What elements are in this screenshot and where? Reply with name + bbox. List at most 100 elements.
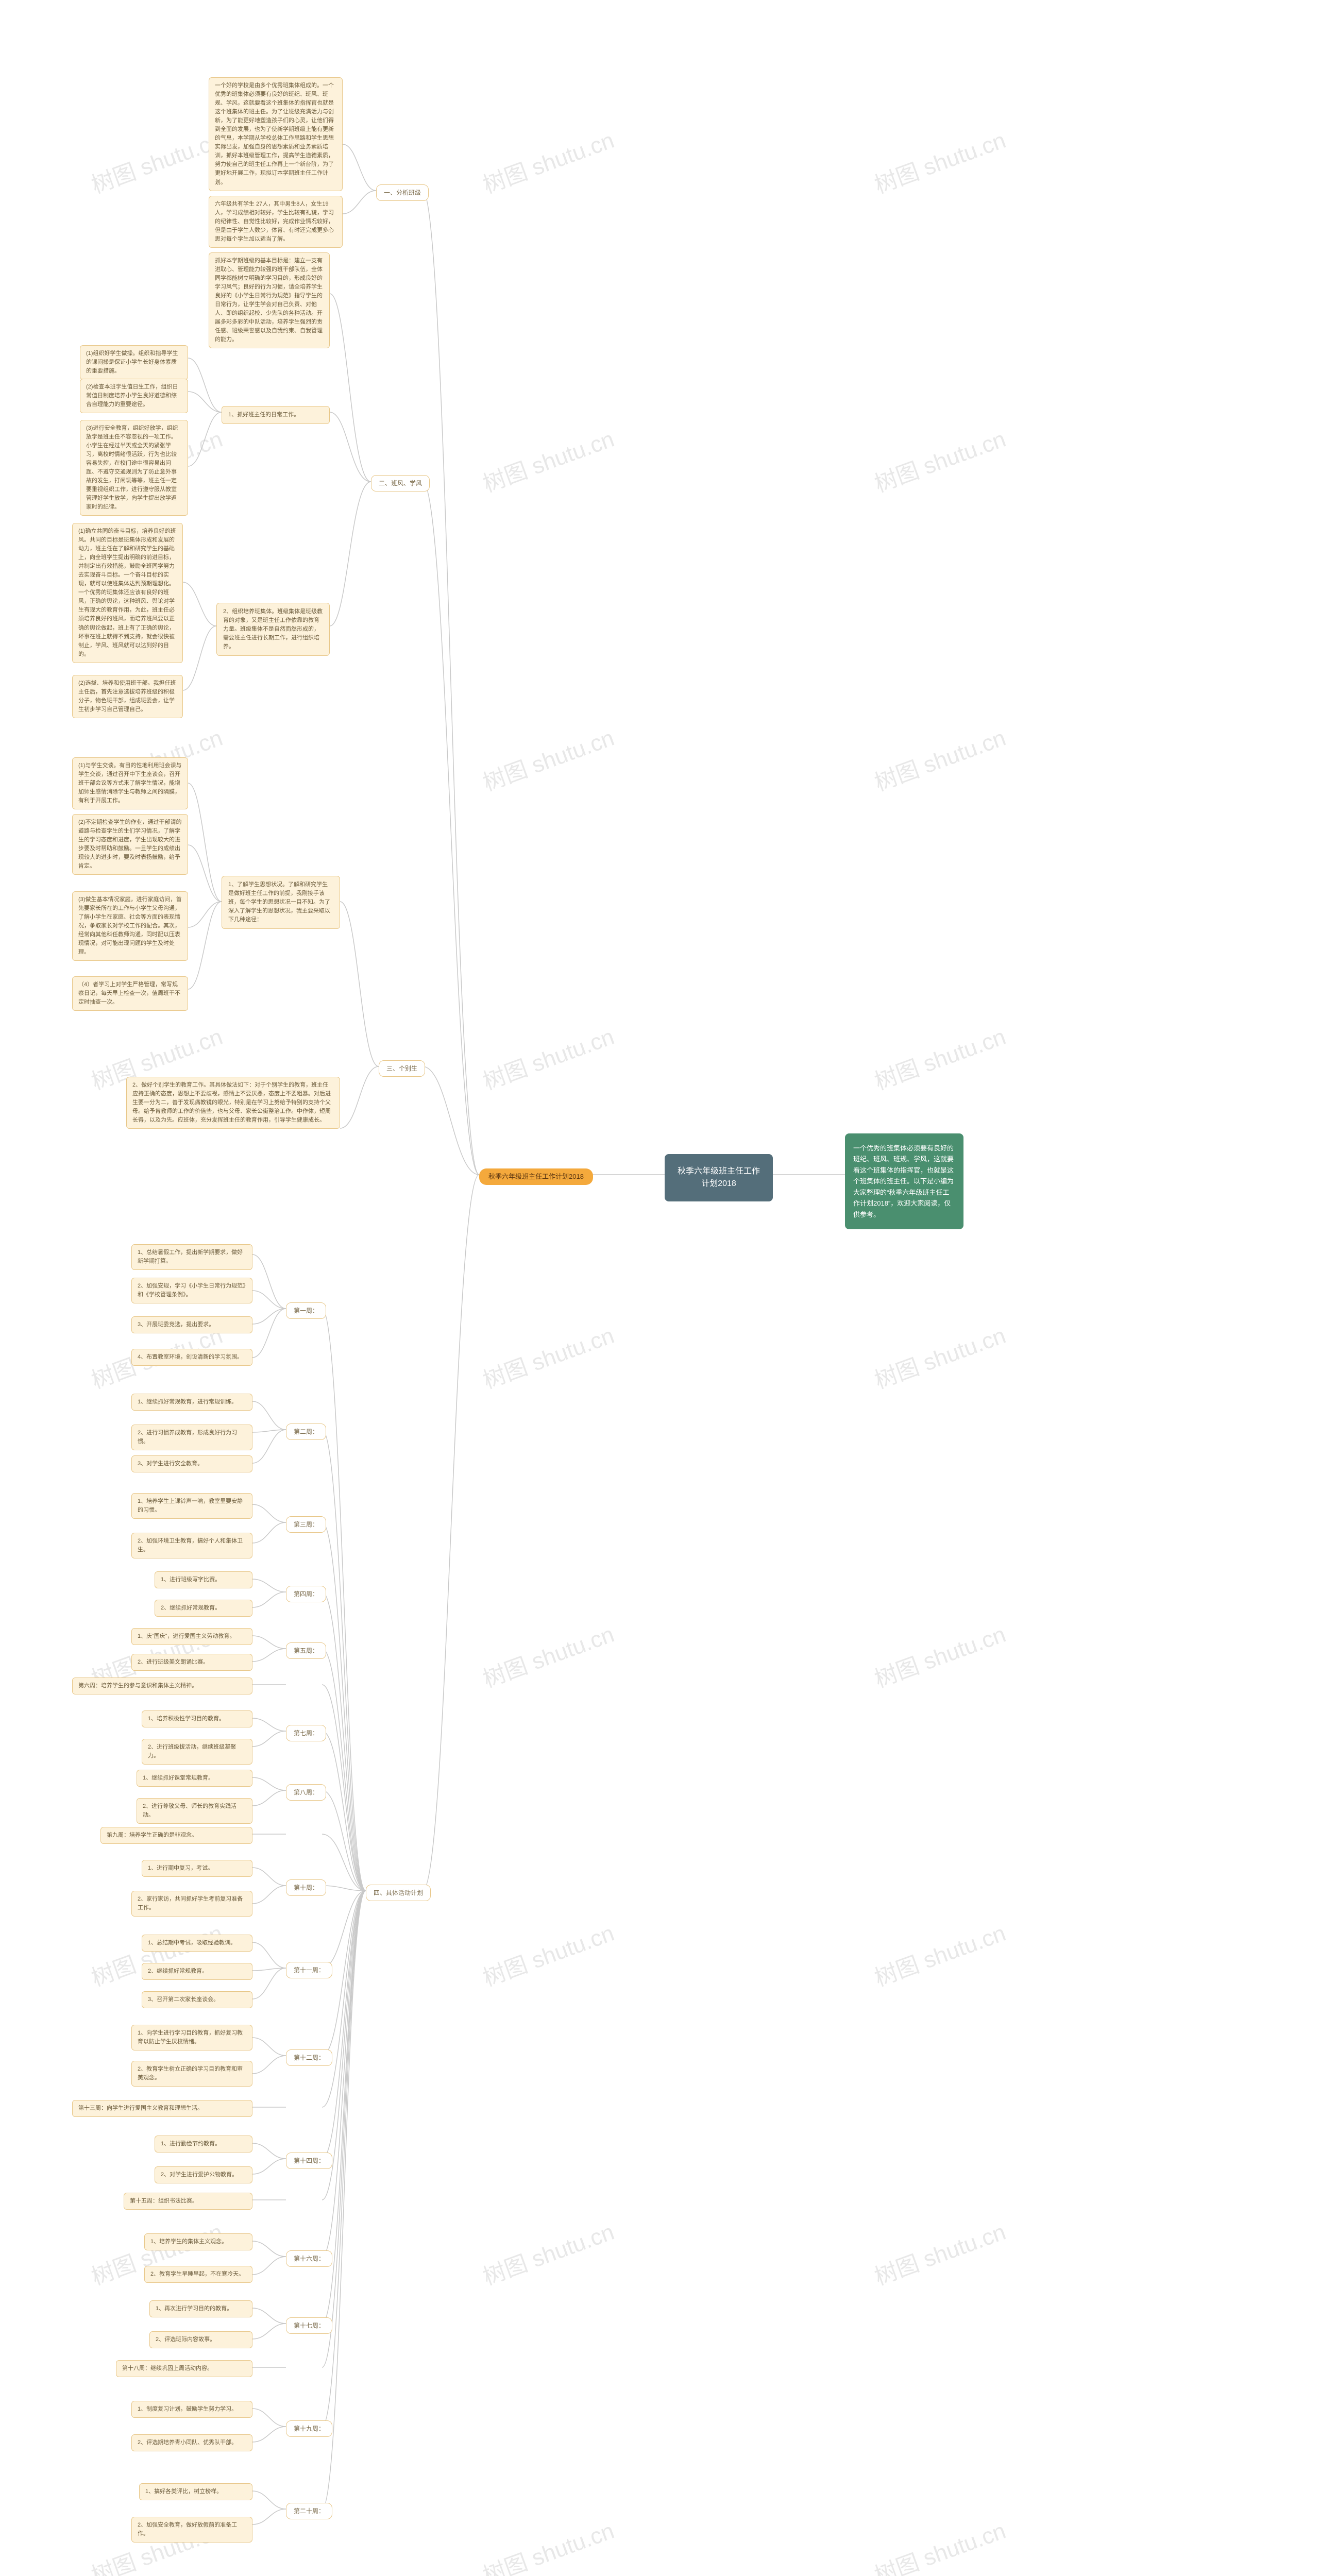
week-17-i2: 2、评选班际内容故事。 (149, 2331, 252, 2348)
week-18[interactable]: 第十八周：继续巩固上周活动内容。 (116, 2360, 252, 2377)
s2-sub1-i3: (3)进行安全教育，组织好放学，组织放学是班主任不容忽视的一项工作。小学生在经过… (80, 420, 188, 516)
week-1[interactable]: 第一周： (286, 1302, 326, 1319)
watermark: 树图 shutu.cn (869, 2512, 1009, 2576)
week-17[interactable]: 第十七周： (286, 2317, 332, 2334)
s2-intro: 抓好本学期班级的基本目标是：建立一支有进取心、管理能力较强的班干部队伍，全体同学… (209, 252, 330, 348)
week-14-i2: 2、对学生进行爱护公物教育。 (155, 2166, 252, 2183)
week-11[interactable]: 第十一周： (286, 1962, 332, 1978)
section-3-label: 三、个别生 (386, 1065, 417, 1072)
summary-node: 一个优秀的班集体必须要有良好的班纪、班风、班规、学风，这就要看这个班集体的指挥官… (845, 1133, 963, 1229)
watermark: 树图 shutu.cn (478, 719, 618, 797)
week-15[interactable]: 第十五周：组织书法比赛。 (124, 2193, 252, 2210)
week-19-i2: 2、评选期培养青小同队、优秀队干部。 (131, 2434, 252, 2451)
watermark: 树图 shutu.cn (86, 1914, 226, 1992)
s3-sub1-i3: (3)做生基本情况家庭，进行家庭访问，首先要家长所在的工作与小学生父母沟通，了解… (72, 891, 188, 961)
watermark: 树图 shutu.cn (869, 420, 1009, 498)
s2-sub1[interactable]: 1、抓好班主任的日常工作。 (222, 406, 330, 424)
week-19[interactable]: 第十九周： (286, 2420, 332, 2437)
week-16-i2: 2、教育学生早睡早起，不在寒冷天。 (144, 2266, 252, 2283)
week-16-i1: 1、培养学生的集体主义观念。 (144, 2233, 252, 2250)
week-11-i1: 1、总结期中考试，吸取经验教训。 (142, 1935, 252, 1952)
week-20-i1: 1、搞好各类评比，树立榜样。 (139, 2483, 252, 2500)
week-1-i1: 1、总结暑假工作，提出新学期要求，做好新学期打算。 (131, 1244, 252, 1270)
week-5[interactable]: 第五周： (286, 1642, 326, 1659)
week-6[interactable]: 第六周：培养学生的参与意识和集体主义精神。 (72, 1677, 252, 1694)
watermark: 树图 shutu.cn (478, 1317, 618, 1395)
s3-sub1-i1: (1)与学生交谈。有目的性地利用班会课与学生交谈，通过召开中下生座谈会，召开班干… (72, 757, 188, 809)
week-12[interactable]: 第十二周： (286, 2049, 332, 2066)
week-12-i1: 1、向学生进行学习目的教育，抓好复习教育以防止学生厌校情绪。 (131, 2025, 252, 2050)
watermark: 树图 shutu.cn (869, 1914, 1009, 1992)
week-9[interactable]: 第九周：培养学生正确的是非观念。 (100, 1827, 252, 1844)
week-8-i1: 1、继续抓好课堂常规教育。 (137, 1770, 252, 1787)
week-17-i1: 1、再次进行学习目的的教育。 (149, 2300, 252, 2317)
section-1-label: 一、分析班级 (384, 189, 421, 196)
section-3[interactable]: 三、个别生 (379, 1060, 425, 1077)
watermark: 树图 shutu.cn (478, 1914, 618, 1992)
s2-sub2-i1: (1)确立共同的奋斗目标，培养良好的班风。共同的目标是班集体形成和发展的动力，班… (72, 523, 183, 663)
week-4-i1: 1、进行班级写字比赛。 (155, 1571, 252, 1588)
watermark: 树图 shutu.cn (86, 122, 226, 199)
s3-sub2: 2、做好个别学生的教育工作。其具体做法如下：对于个别学生的教育，班主任应持正确的… (126, 1077, 340, 1129)
watermark: 树图 shutu.cn (478, 1018, 618, 1096)
root-label: 秋季六年级班主任工作计划2018 (678, 1167, 760, 1188)
week-11-i2: 2、继续抓好常规教育。 (142, 1963, 252, 1980)
s3-sub1[interactable]: 1、了解学生思想状况。了解和研究学生是做好班主任工作的前提，我刚接手该班，每个学… (222, 876, 340, 929)
week-3-i1: 1、培养学生上课铃声一响，教室里要安静的习惯。 (131, 1493, 252, 1519)
s1-intro: 一个好的学校是由多个优秀班集体组成的。一个优秀的班集体必须要有良好的班纪、班风、… (209, 77, 343, 191)
watermark: 树图 shutu.cn (478, 2512, 618, 2576)
watermark: 树图 shutu.cn (478, 122, 618, 199)
week-7-i1: 1、培养积极性学习目的教育。 (142, 1710, 252, 1727)
week-5-i2: 2、进行班级美文朗诵比赛。 (131, 1654, 252, 1671)
week-20-i2: 2、加强安全教育，做好放假前的准备工作。 (131, 2517, 252, 2543)
week-8[interactable]: 第八周： (286, 1784, 326, 1801)
week-14-i1: 1、进行勤俭节约教育。 (155, 2136, 252, 2153)
week-2-i1: 1、继续抓好常规教育，进行常规训练。 (131, 1394, 252, 1411)
s2-sub1-i2: (2)检查本班学生值日生工作，组织日常值日制度培养小学生良好道德和综合自理能力的… (80, 379, 188, 413)
watermark: 树图 shutu.cn (869, 1018, 1009, 1096)
section-4[interactable]: 四、具体活动计划 (366, 1885, 431, 1901)
week-2-i2: 2、进行习惯养成教育，形成良好行为习惯。 (131, 1425, 252, 1450)
watermark: 树图 shutu.cn (478, 2213, 618, 2291)
week-1-i3: 3、开展班委竞选，提出要求。 (131, 1316, 252, 1333)
s3-sub1-i4: （4）者学习上对学生严格管理，常写规察日记，每天早上检查一次，值周班干不定时抽查… (72, 976, 188, 1011)
week-1-i4: 4、布置教室环境，创设清新的学习氛围。 (131, 1349, 252, 1366)
week-3[interactable]: 第三周： (286, 1516, 326, 1533)
s2-sub2-i2: (2)选拔、培养和使用班干部。我担任班主任后，首先注意选拔培养班级的积极分子，物… (72, 675, 183, 718)
week-11-i3: 3、召开第二次家长座谈会。 (142, 1991, 252, 2008)
s1-text: 六年级共有学生 27人，其中男生8人，女生19人，学习成绩相对较好，学生比较有礼… (209, 196, 343, 248)
watermark: 树图 shutu.cn (478, 420, 618, 498)
section-2-label: 二、班风、学风 (379, 480, 422, 487)
week-20[interactable]: 第二十周： (286, 2503, 332, 2519)
watermark: 树图 shutu.cn (869, 2213, 1009, 2291)
week-1-i2: 2、加强安规，学习《小学生日常行为规范》和《学校管理条例》。 (131, 1278, 252, 1303)
week-10[interactable]: 第十周： (286, 1879, 326, 1896)
s2-sub1-i1: (1)组织好学生做操。组织和指导学生的课间操是保证小学生长好身体素质的重要措施。 (80, 345, 188, 380)
week-12-i2: 2、教育学生树立正确的学习目的教育和审美观念。 (131, 2061, 252, 2087)
week-16[interactable]: 第十六周： (286, 2250, 332, 2267)
s2-sub2[interactable]: 2、组织培养班集体。班级集体是班级教育的对象，又是班主任工作依靠的教育力量。班级… (216, 603, 330, 656)
week-5-i1: 1、庆“国庆”，进行爱国主义劳动教育。 (131, 1628, 252, 1645)
summary-text: 一个优秀的班集体必须要有良好的班纪、班风、班规、学风，这就要看这个班集体的指挥官… (853, 1144, 954, 1218)
watermark: 树图 shutu.cn (869, 1317, 1009, 1395)
week-10-i2: 2、家行家访，共同抓好学生考前复习准备工作。 (131, 1891, 252, 1917)
s3-sub1-i2: (2)不定期检查学生的作业，通过干部请的道路与检查学生的生们学习情况，了解学生的… (72, 814, 188, 875)
section-1[interactable]: 一、分析班级 (376, 184, 429, 201)
title-node[interactable]: 秋季六年级班主任工作计划2018 (479, 1168, 593, 1185)
week-2-i3: 3、对学生进行安全教育。 (131, 1455, 252, 1472)
week-3-i2: 2、加强环境卫生教育，搞好个人和集体卫生。 (131, 1533, 252, 1558)
title-label: 秋季六年级班主任工作计划2018 (488, 1173, 584, 1180)
watermark: 树图 shutu.cn (869, 719, 1009, 797)
week-13[interactable]: 第十三周：向学生进行爱国主义教育和理想生活。 (72, 2100, 252, 2117)
section-2[interactable]: 二、班风、学风 (371, 475, 430, 492)
root-node[interactable]: 秋季六年级班主任工作计划2018 (665, 1154, 773, 1201)
week-14[interactable]: 第十四周： (286, 2153, 332, 2169)
week-2[interactable]: 第二周： (286, 1423, 326, 1440)
section-4-label: 四、具体活动计划 (374, 1889, 423, 1896)
week-8-i2: 2、进行尊敬父母、师长的教育实践活动。 (137, 1798, 252, 1824)
week-7[interactable]: 第七周： (286, 1725, 326, 1741)
week-10-i1: 1、进行期中复习，考试。 (142, 1860, 252, 1877)
week-19-i1: 1、制度复习计划，鼓励学生努力学习。 (131, 2401, 252, 2418)
week-4-i2: 2、继续抓好常规教育。 (155, 1600, 252, 1617)
week-4[interactable]: 第四周： (286, 1586, 326, 1602)
